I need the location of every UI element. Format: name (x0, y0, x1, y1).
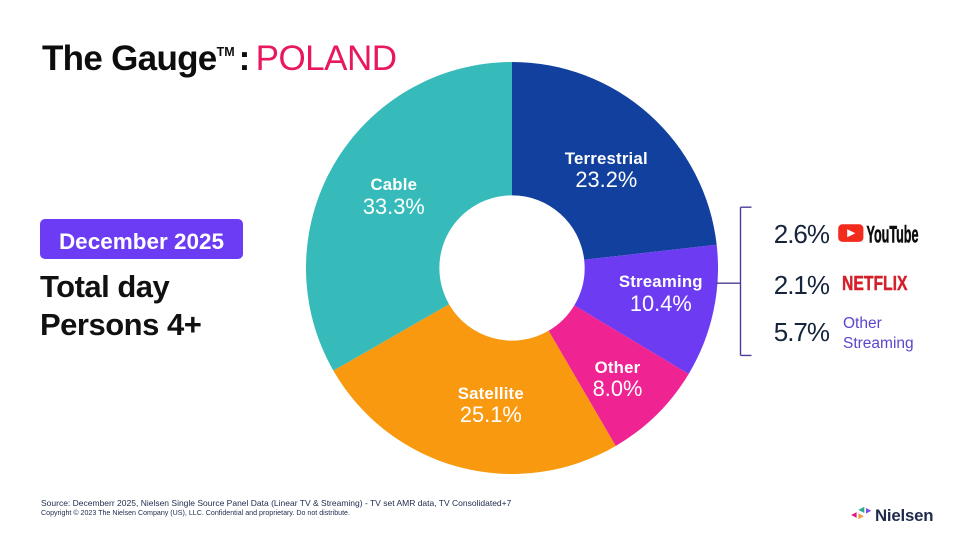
svg-text:YouTube: YouTube (867, 222, 919, 245)
svg-text:NETFLIX: NETFLIX (842, 272, 908, 295)
